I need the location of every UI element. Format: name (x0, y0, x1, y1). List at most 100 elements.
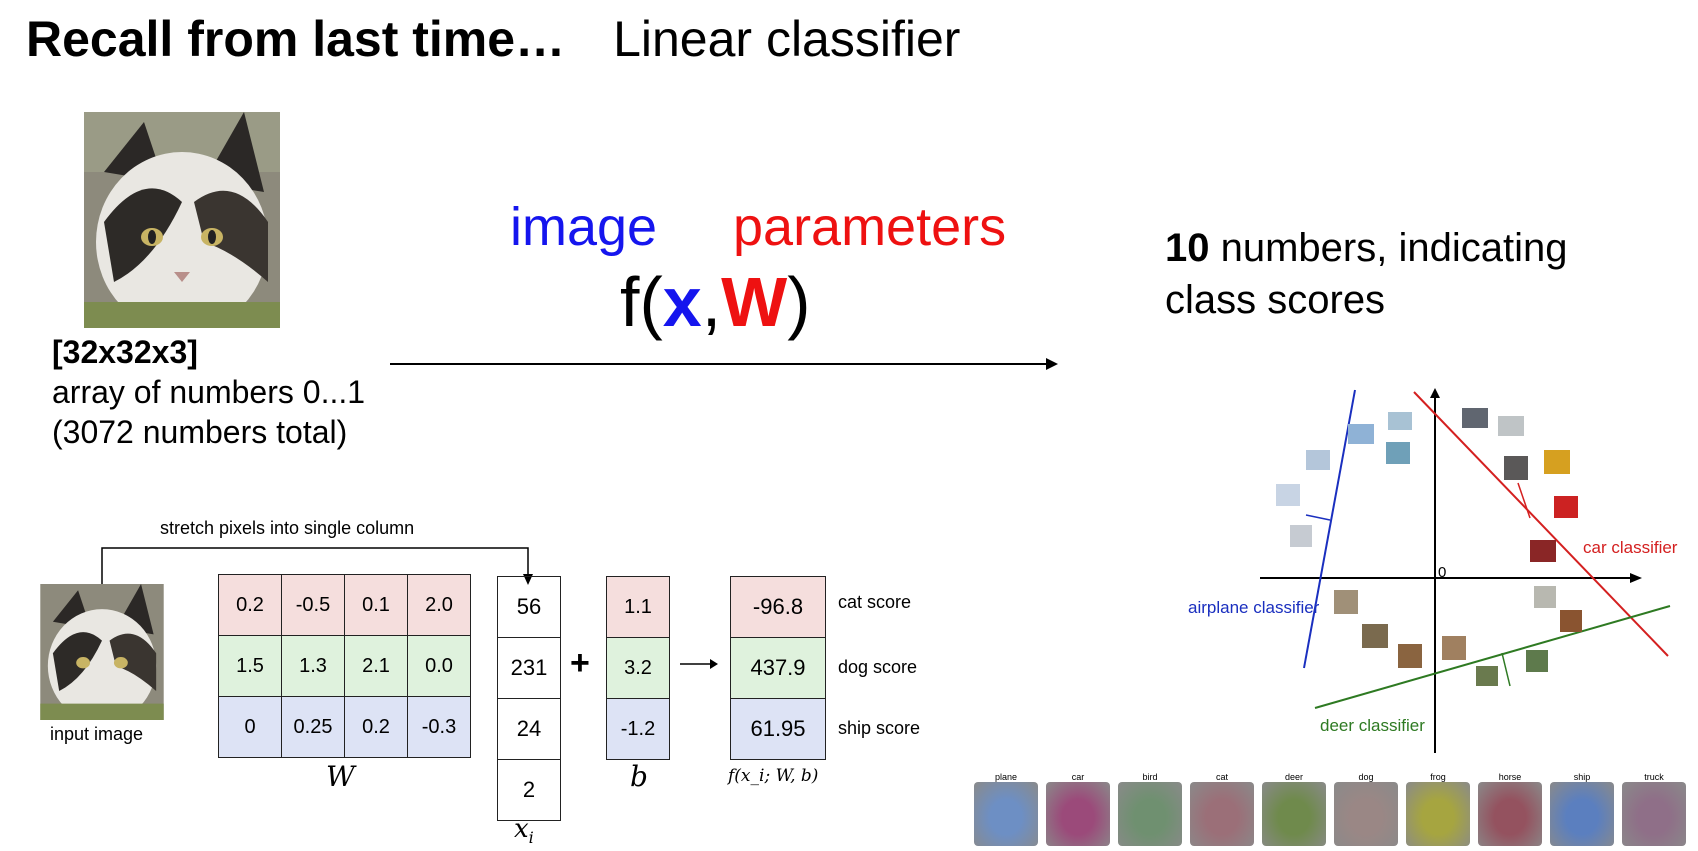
template-image (1550, 782, 1614, 846)
out-cell: 61.95 (730, 698, 826, 760)
b-label: b (630, 760, 648, 793)
template-cat: cat (1190, 772, 1254, 846)
w-cell: 0.25 (281, 696, 345, 758)
w-cell: 0.2 (344, 696, 408, 758)
x-cell: 2 (497, 759, 561, 821)
image-label: image (510, 197, 658, 257)
template-deer: deer (1262, 772, 1326, 846)
x-cell: 231 (497, 637, 561, 699)
template-label: horse (1498, 772, 1522, 782)
template-bird: bird (1118, 772, 1182, 846)
w-cell: 1.3 (281, 635, 345, 697)
origin-label: 0 (1438, 564, 1447, 581)
b-cell: 3.2 (606, 637, 670, 699)
w-cell: 0 (218, 696, 282, 758)
x-cell: 24 (497, 698, 561, 760)
out-cell: -96.8 (730, 576, 826, 638)
template-label: bird (1142, 772, 1158, 782)
output-text2: class scores (1165, 278, 1386, 322)
stretch-label: stretch pixels into single column (160, 518, 415, 538)
b-cell: -1.2 (606, 698, 670, 760)
template-image (1118, 782, 1182, 846)
input-dims: [32x32x3] (52, 334, 198, 370)
weight-matrix: 0.2 -0.5 0.1 2.0 1.5 1.3 2.1 0.0 0 0.25 … (218, 574, 471, 758)
template-image (1478, 782, 1542, 846)
w-cell: -0.5 (281, 574, 345, 636)
input-image-label: input image (50, 724, 144, 744)
x-vector: 56 231 24 2 (497, 576, 561, 821)
f-open: f( (620, 263, 663, 341)
f-comma: , (701, 263, 722, 341)
template-label: cat (1215, 772, 1228, 782)
deer-normal (1501, 652, 1511, 687)
input-spec: [32x32x3] array of numbers 0...1 (3072 n… (52, 332, 365, 452)
airplane-normal (1305, 514, 1331, 521)
x-label: xi (514, 814, 534, 848)
airplane-classifier-label: airplane classifier (1188, 598, 1320, 617)
output-text1: numbers, indicating (1209, 226, 1568, 270)
output-count: 10 (1165, 226, 1210, 270)
w-cell: 0.2 (218, 574, 282, 636)
bias-vector: 1.1 3.2 -1.2 (606, 576, 670, 760)
title-bold: Recall from last time… (26, 11, 566, 67)
parameters-label: parameters (733, 197, 1007, 257)
car-classifier-label: car classifier (1583, 538, 1678, 557)
template-ship: ship (1550, 772, 1614, 846)
w-cell: 0.1 (344, 574, 408, 636)
dog-score-label: dog score (838, 657, 918, 677)
main-arrow (390, 358, 1058, 370)
template-frog: frog (1406, 772, 1470, 846)
template-horse: horse (1478, 772, 1542, 846)
out-label: f(x_i; W, b) (728, 766, 819, 786)
template-label: deer (1284, 772, 1303, 782)
cat-image (84, 112, 280, 328)
w-cell: 2.1 (344, 635, 408, 697)
template-truck: truck (1622, 772, 1686, 846)
template-image (974, 782, 1038, 846)
templates-row: plane car bird cat deer dog frog horse ship truck (974, 772, 1694, 846)
plus-sign: + (570, 644, 590, 682)
template-image (1190, 782, 1254, 846)
result-arrow (680, 659, 718, 669)
w-cell: 1.5 (218, 635, 282, 697)
template-label: ship (1573, 772, 1591, 782)
car-classifier-line (1413, 391, 1669, 657)
input-line1: array of numbers 0...1 (52, 374, 366, 410)
w-cell: 2.0 (407, 574, 471, 636)
template-label: car (1071, 772, 1085, 782)
template-label: truck (1644, 772, 1664, 782)
page-title: Recall from last time… Linear classifier (26, 10, 960, 68)
template-plane: plane (974, 772, 1038, 846)
x-cell: 56 (497, 576, 561, 638)
template-dog: dog (1334, 772, 1398, 846)
thumbnails (1276, 408, 1582, 686)
f-x: x (662, 263, 702, 341)
deer-classifier-line (1314, 605, 1671, 709)
cat-score-label: cat score (838, 592, 912, 612)
w-cell: -0.3 (407, 696, 471, 758)
input-line2: (3072 numbers total) (52, 414, 348, 450)
template-image (1046, 782, 1110, 846)
ship-score-label: ship score (838, 718, 921, 738)
output-vector: -96.8 437.9 61.95 (730, 576, 826, 760)
w-cell: 0.0 (407, 635, 471, 697)
output-description: 10 numbers, indicating class scores (1165, 222, 1567, 326)
title-plain: Linear classifier (613, 11, 961, 67)
template-image (1622, 782, 1686, 846)
function-expression: f(x,W) (620, 262, 811, 342)
airplane-classifier-line (1303, 389, 1356, 669)
car-normal (1517, 482, 1531, 519)
template-car: car (1046, 772, 1110, 846)
template-image (1334, 782, 1398, 846)
template-image (1406, 782, 1470, 846)
classifier-plot (1260, 388, 1671, 753)
template-label: plane (994, 772, 1018, 782)
small-cat-image (40, 584, 164, 720)
f-w: W (721, 263, 788, 341)
template-label: frog (1430, 772, 1446, 782)
b-cell: 1.1 (606, 576, 670, 638)
w-label: W (326, 760, 355, 793)
deer-classifier-label: deer classifier (1320, 716, 1425, 735)
f-close: ) (787, 263, 811, 341)
out-cell: 437.9 (730, 637, 826, 699)
